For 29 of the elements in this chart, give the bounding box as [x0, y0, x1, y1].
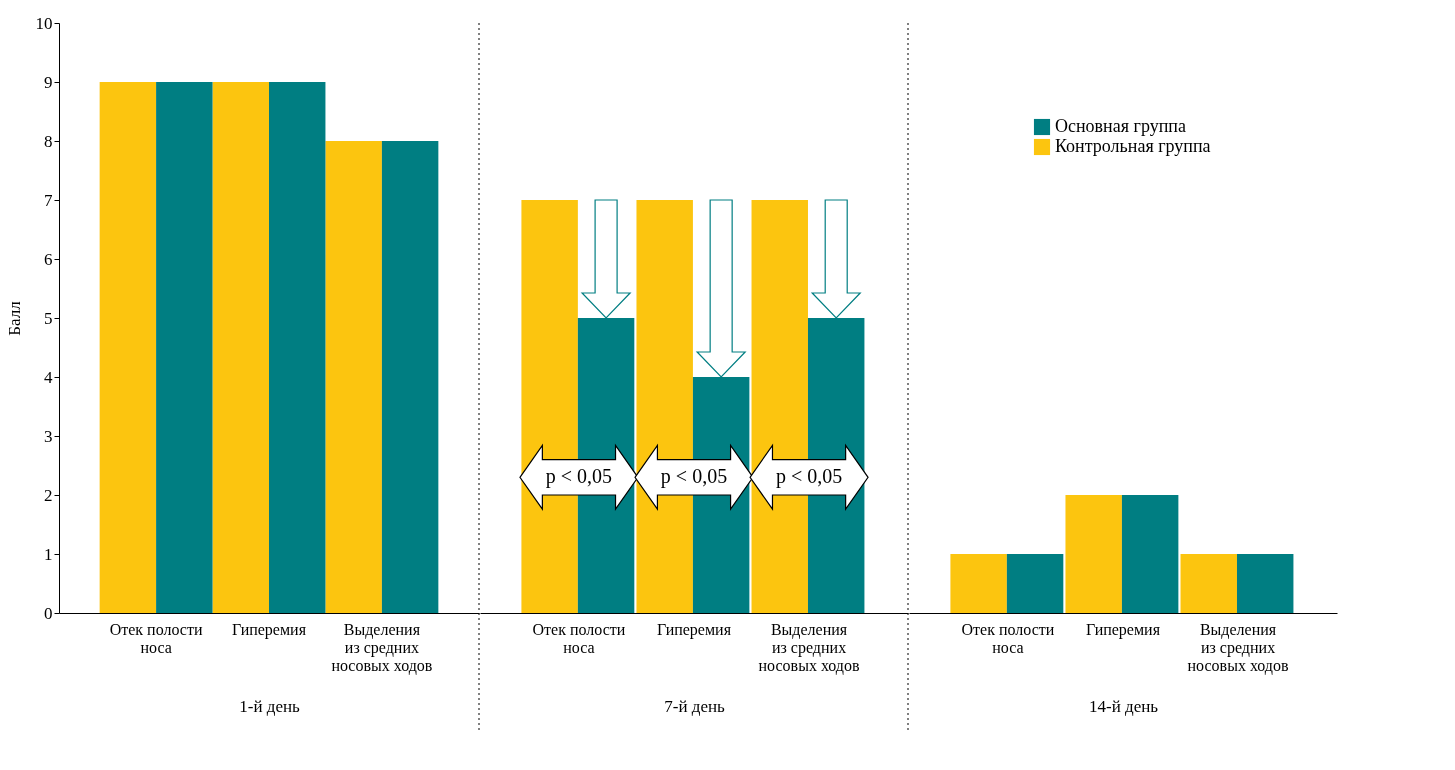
x-tick-label: Выделения из средних носовых ходов: [758, 620, 860, 675]
y-tick-label: 7: [44, 190, 53, 210]
x-tick-label: Гиперемия: [656, 620, 732, 639]
y-tick-label: 6: [44, 249, 53, 269]
x-tick-label: Выделения из средних носовых ходов: [331, 620, 433, 675]
x-tick-label: Гиперемия: [1085, 620, 1161, 639]
annotation: p < 0,05: [545, 465, 613, 489]
annotation: p < 0,05: [775, 465, 843, 489]
y-tick-label: 10: [35, 13, 53, 33]
annotation: p < 0,05: [660, 465, 728, 489]
y-tick-label: 4: [44, 367, 53, 387]
x-tick-label: Выделения из средних носовых ходов: [1187, 620, 1289, 675]
x-tick-label: Гиперемия: [231, 620, 307, 639]
y-tick-label: 2: [44, 485, 53, 505]
x-tick-label: Отек полости носа: [532, 620, 626, 656]
y-axis-title: Балл: [4, 300, 24, 336]
y-tick-label: 1: [44, 544, 53, 564]
y-tick-label: 5: [44, 308, 53, 328]
legend-label: Основная группа: [1055, 116, 1186, 136]
x-axis-title: 7-й день: [664, 696, 726, 716]
legend-label: Контрольная группа: [1055, 136, 1211, 156]
x-tick-label: Отек полости носа: [961, 620, 1055, 656]
x-tick-label: Отек полости носа: [109, 620, 203, 656]
y-tick-label: 9: [44, 72, 53, 92]
y-tick-label: 3: [44, 426, 53, 446]
y-tick-label: 8: [44, 131, 53, 151]
x-axis-title: 1-й день: [239, 696, 301, 716]
x-axis-title: 14-й день: [1088, 696, 1159, 716]
y-tick-label: 0: [44, 603, 53, 623]
